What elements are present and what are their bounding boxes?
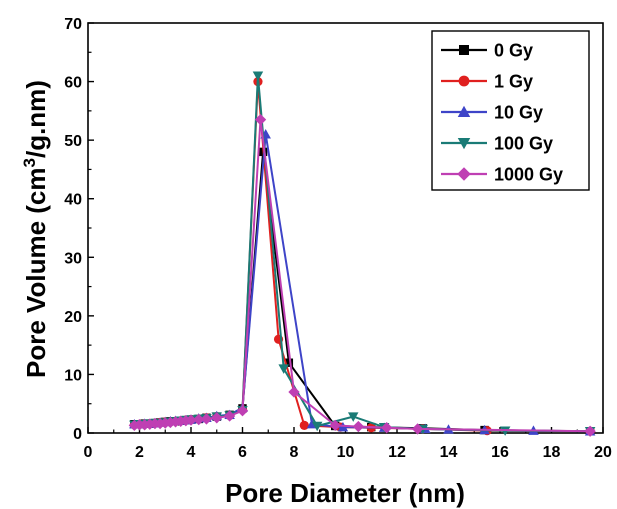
y-tick-label-70: 70 xyxy=(64,16,82,33)
data-point xyxy=(329,419,341,432)
data-point xyxy=(164,416,177,429)
x-tick-label-14: 14 xyxy=(440,444,458,461)
x-tick-label-12: 12 xyxy=(388,444,406,461)
legend-label-2: 10 Gy xyxy=(494,103,543,123)
legend-box xyxy=(431,30,590,191)
data-point xyxy=(211,412,223,424)
y-axis-title-unit: /g.nm) xyxy=(21,80,51,158)
y-tick-label-60: 60 xyxy=(64,75,82,92)
series-0 xyxy=(130,147,595,436)
legend-marker-0 xyxy=(459,45,469,55)
y-tick-label-10: 10 xyxy=(64,367,82,384)
legend: 0 Gy 1 Gy 10 Gy 100 Gy 1000 Gy xyxy=(431,30,590,191)
x-tick-label-4: 4 xyxy=(187,444,196,461)
data-point xyxy=(347,412,359,422)
x-axis-title: Pore Diameter (nm) xyxy=(225,478,465,508)
x-tick-label-8: 8 xyxy=(290,444,299,461)
y-tick-label-20: 20 xyxy=(64,309,82,326)
x-tick-label-0: 0 xyxy=(84,444,93,461)
legend-label-0: 0 Gy xyxy=(494,41,533,61)
y-tick-label-0: 0 xyxy=(73,426,82,443)
series-layer xyxy=(128,71,596,437)
legend-label-4: 1000 Gy xyxy=(494,165,563,185)
data-point xyxy=(411,423,424,435)
data-point xyxy=(193,413,205,426)
legend-marker-1 xyxy=(458,75,470,87)
series-4 xyxy=(128,113,596,437)
data-point xyxy=(144,418,156,430)
y-axis-title-superscript: 3 xyxy=(20,158,39,167)
data-point xyxy=(284,358,294,367)
data-point xyxy=(584,425,596,437)
y-axis-title: Pore Volume (cm3/g.nm) xyxy=(20,80,51,378)
data-point xyxy=(254,113,267,126)
y-tick-label-40: 40 xyxy=(64,192,82,209)
data-point xyxy=(278,364,289,374)
data-point xyxy=(236,405,249,417)
y-axis-title-main: Pore Volume (cm xyxy=(21,168,51,378)
y-axis: 0 10 20 30 40 50 60 70 xyxy=(64,16,94,443)
data-point xyxy=(185,414,197,426)
x-tick-label-20: 20 xyxy=(594,444,612,461)
x-tick-label-18: 18 xyxy=(543,444,561,461)
data-point xyxy=(299,420,309,430)
data-point xyxy=(288,386,300,398)
x-axis: 0 2 4 6 8 10 12 14 16 18 20 xyxy=(84,427,612,461)
series-line-0 xyxy=(134,150,591,433)
data-point xyxy=(499,426,511,436)
legend-marker-3 xyxy=(457,138,471,150)
x-tick-label-6: 6 xyxy=(238,444,247,461)
data-point xyxy=(200,413,213,425)
x-tick-label-2: 2 xyxy=(135,444,144,461)
legend-marker-2 xyxy=(457,105,471,117)
data-point xyxy=(252,71,264,81)
data-point xyxy=(180,415,192,427)
data-point xyxy=(175,415,187,427)
data-point xyxy=(311,421,323,432)
legend-label-1: 1 Gy xyxy=(494,72,533,92)
y-tick-label-50: 50 xyxy=(64,133,82,150)
y-tick-label-30: 30 xyxy=(64,250,82,267)
x-tick-label-10: 10 xyxy=(337,444,355,461)
legend-label-3: 100 Gy xyxy=(494,134,553,154)
legend-marker-4 xyxy=(457,167,471,181)
data-point xyxy=(223,410,236,422)
data-point xyxy=(352,420,365,433)
x-tick-label-16: 16 xyxy=(491,444,509,461)
data-point xyxy=(381,422,393,434)
